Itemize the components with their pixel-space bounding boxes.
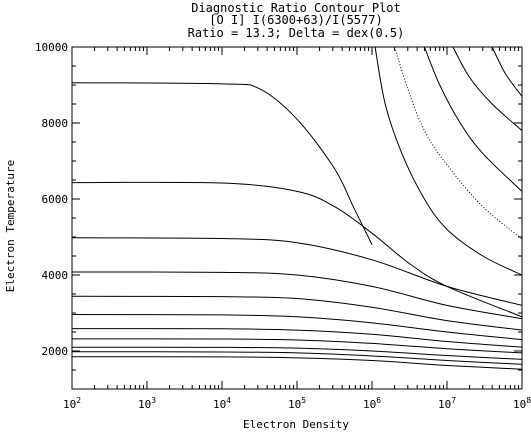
x-tick-label: 107 — [438, 396, 456, 411]
plot-area: 102 103 104 105 106 107 108 2000 4000 6000 8000 100… — [35, 41, 531, 411]
title-line-3: Ratio = 13.3; Delta = dex(0.5) — [188, 26, 405, 40]
y-tick-label: 2000 — [42, 345, 69, 358]
contour-line-8 — [72, 338, 522, 354]
y-axis-label: Electron Temperature — [4, 160, 17, 292]
contour-line-4 — [72, 271, 522, 320]
contour-line-15 — [452, 47, 522, 131]
y-tick-label: 6000 — [42, 193, 69, 206]
contour-line-10 — [72, 351, 522, 365]
x-tick-label: 102 — [63, 396, 81, 411]
contour-line-5 — [72, 295, 522, 331]
contour-line-7 — [72, 328, 522, 348]
contour-line-3 — [72, 237, 522, 306]
contour-line-13 — [394, 47, 522, 240]
x-tick-label: 103 — [138, 396, 156, 411]
contour-line-6 — [72, 314, 522, 341]
contour-line-14 — [423, 47, 522, 192]
x-tick-label: 108 — [513, 396, 531, 411]
contour-line-16 — [491, 47, 522, 97]
contour-line-1 — [72, 82, 373, 245]
contour-line-2 — [72, 181, 522, 318]
contour-line-12 — [374, 47, 522, 276]
contour-line-11 — [72, 356, 522, 370]
title-line-1: Diagnostic Ratio Contour Plot — [191, 1, 401, 15]
contour-line-9 — [72, 346, 522, 360]
x-tick-label: 104 — [213, 396, 231, 411]
x-axis-label: Electron Density — [243, 418, 349, 431]
x-tick-label: 106 — [363, 396, 381, 411]
title-line-2: [O I] I(6300+63)/I(5577) — [209, 13, 382, 27]
plot-frame — [71, 46, 523, 390]
y-tick-label: 8000 — [42, 117, 69, 130]
x-tick-label: 105 — [288, 396, 306, 411]
y-tick-label: 10000 — [35, 41, 68, 54]
y-tick-label: 4000 — [42, 269, 69, 282]
